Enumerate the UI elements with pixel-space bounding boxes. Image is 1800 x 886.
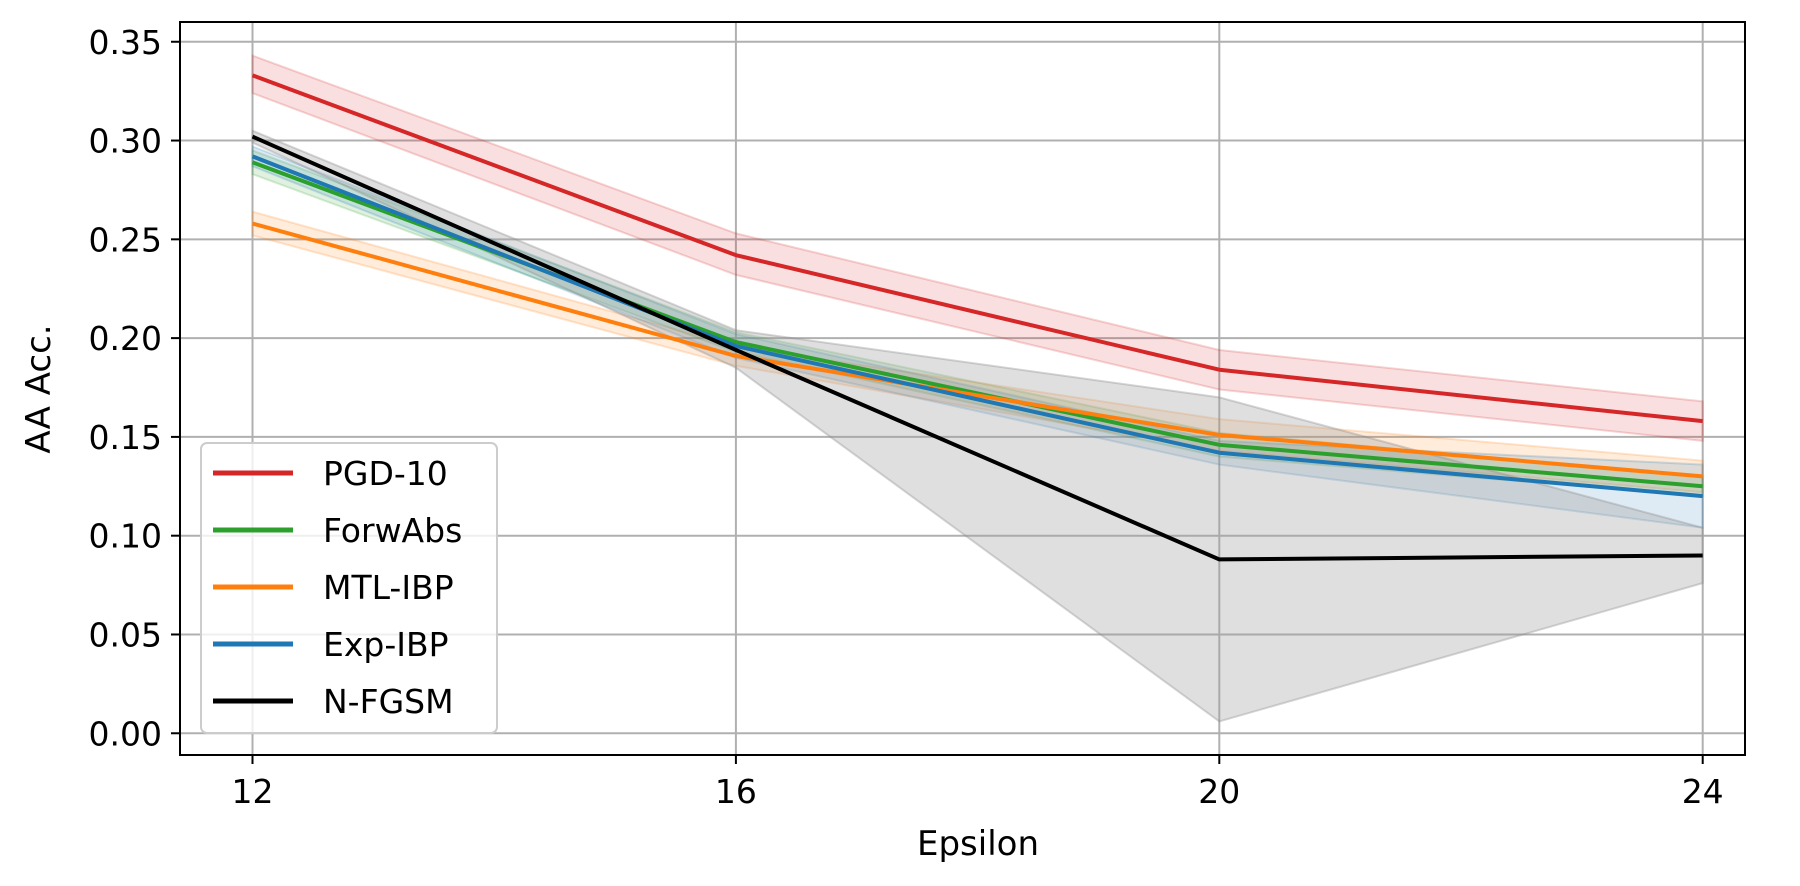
y-tick-label: 0.25 (89, 220, 162, 259)
y-tick-label: 0.05 (89, 615, 162, 654)
y-tick-label: 0.20 (89, 319, 162, 358)
band-exp-ibp (251, 145, 1704, 529)
legend-box (200, 442, 498, 734)
plot-frame (179, 21, 1746, 756)
axis-ticks: 12 16 20 24 0.00 0.05 0.10 0.15 0.20 0.25 0.30 0.35 (89, 23, 1724, 811)
line-n-fgsm (251, 134, 1703, 562)
legend-label-mtl-ibp: MTL-IBP (323, 568, 454, 607)
legend: PGD-10 ForwAbs MTL-IBP Exp-IBP N-FGSM (200, 442, 498, 734)
y-tick-label: 0.30 (89, 122, 162, 161)
legend-label-n-fgsm: N-FGSM (323, 682, 454, 721)
legend-label-forwabs: ForwAbs (323, 511, 462, 550)
y-axis-title: AA Acc. (19, 324, 59, 453)
y-tick-label: 0.15 (89, 418, 162, 457)
line-exp-ibp (251, 154, 1703, 499)
series-lines (251, 73, 1703, 562)
y-tick-label: 0.00 (89, 714, 162, 753)
band-pgd-10 (251, 54, 1704, 442)
line-mtl-ibp (251, 221, 1703, 479)
legend-label-pgd-10: PGD-10 (323, 454, 448, 493)
y-tick-label: 0.10 (89, 517, 162, 556)
x-tick-label: 24 (1682, 772, 1724, 811)
x-axis-title: Epsilon (917, 824, 1039, 864)
legend-label-exp-ibp: Exp-IBP (323, 625, 449, 664)
line-pgd-10 (251, 73, 1703, 424)
x-tick-label: 20 (1198, 772, 1240, 811)
x-tick-label: 16 (715, 772, 757, 811)
y-tick-label: 0.35 (89, 23, 162, 62)
x-tick-label: 12 (232, 772, 274, 811)
